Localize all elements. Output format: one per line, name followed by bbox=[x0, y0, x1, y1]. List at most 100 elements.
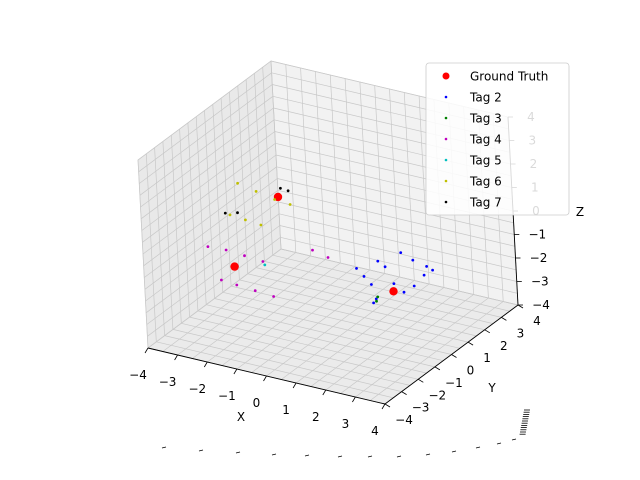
left-gridline bbox=[245, 79, 257, 268]
point-tag-5 bbox=[263, 263, 267, 267]
legend-marker-tag-3 bbox=[444, 116, 448, 120]
floor-gridline bbox=[369, 301, 504, 401]
x-tick bbox=[144, 347, 149, 354]
legend-label-ground-truth: Ground Truth bbox=[470, 70, 548, 84]
x-axis-label: X bbox=[237, 410, 245, 424]
point-tag-2 bbox=[362, 275, 366, 278]
chart-legend: Ground Truth Tag 2 Tag 3 Tag 4 Tag 5 Tag 6 Tag… bbox=[425, 62, 570, 216]
floor-gridline bbox=[355, 297, 489, 398]
stray-tick bbox=[496, 442, 502, 445]
floor-gridline bbox=[280, 248, 519, 306]
left-gridline bbox=[229, 91, 240, 280]
stray-tick bbox=[271, 453, 277, 456]
point-tag-4 bbox=[253, 289, 257, 293]
stray-tick-marks bbox=[161, 409, 530, 458]
x-tick-label: −1 bbox=[218, 389, 236, 403]
left-gridline bbox=[254, 73, 265, 262]
y-axis-label: Y bbox=[487, 381, 496, 395]
y-tick-label: 0 bbox=[467, 364, 475, 378]
point-tag-6 bbox=[236, 181, 240, 185]
left-gridline bbox=[139, 96, 274, 196]
point-tag-3 bbox=[375, 299, 378, 303]
point-ground-truth bbox=[389, 287, 398, 296]
point-tag-4 bbox=[224, 248, 228, 252]
x-tick-label: 4 bbox=[371, 424, 379, 438]
y-tick bbox=[451, 354, 457, 358]
y-tick bbox=[501, 317, 507, 321]
stray-tick bbox=[475, 446, 481, 449]
y-tick bbox=[384, 403, 391, 408]
z-tick-label: −1 bbox=[528, 228, 546, 242]
z-tick-label: −4 bbox=[532, 298, 550, 312]
x-tick bbox=[233, 368, 238, 375]
floor-gridline bbox=[214, 298, 452, 355]
legend-marker-tag-6 bbox=[444, 179, 448, 183]
x-tick-label: −3 bbox=[159, 375, 177, 389]
legend-marker-tag-7 bbox=[444, 200, 448, 204]
left-gridline bbox=[141, 131, 276, 231]
left-gridline bbox=[262, 67, 274, 256]
legend-marker-ground-truth bbox=[442, 72, 450, 80]
y-tick bbox=[517, 304, 524, 309]
left-gridline bbox=[270, 60, 282, 250]
point-tag-2 bbox=[431, 268, 434, 272]
left-gridline bbox=[220, 98, 232, 287]
x-tick bbox=[292, 382, 297, 389]
left-gridline bbox=[212, 104, 224, 293]
floor-gridline bbox=[325, 290, 460, 391]
point-tag-2 bbox=[425, 265, 428, 268]
y-tick-label: 1 bbox=[483, 351, 491, 365]
legend-label-tag-2: Tag 2 bbox=[469, 91, 502, 105]
left-gridline bbox=[138, 72, 272, 173]
point-tag-6 bbox=[244, 218, 247, 222]
back-gridline bbox=[403, 92, 415, 281]
point-tag-7 bbox=[279, 186, 282, 190]
x-tick bbox=[381, 403, 386, 410]
point-tag-6 bbox=[273, 198, 276, 201]
x-tick bbox=[263, 375, 267, 382]
left-gridline bbox=[142, 154, 277, 255]
floor-gridline bbox=[222, 291, 460, 349]
point-tag-4 bbox=[272, 295, 275, 298]
point-tag-4 bbox=[206, 245, 210, 249]
left-gridline bbox=[137, 60, 272, 161]
x-tick-label: 3 bbox=[342, 417, 350, 431]
floor-gridline bbox=[310, 287, 445, 387]
y-tick-label: 2 bbox=[500, 339, 508, 353]
point-tag-2 bbox=[383, 265, 387, 269]
point-tag-4 bbox=[243, 254, 246, 258]
stray-tick bbox=[161, 446, 167, 449]
legend-label-tag-6: Tag 6 bbox=[469, 175, 502, 189]
floor-gridline bbox=[231, 285, 469, 343]
point-tag-2 bbox=[372, 301, 375, 305]
point-tag-2 bbox=[411, 258, 415, 262]
point-tag-7 bbox=[223, 211, 227, 215]
point-tag-3 bbox=[376, 295, 380, 299]
left-gridline bbox=[139, 84, 273, 184]
point-tag-4 bbox=[235, 283, 239, 287]
point-tag-2 bbox=[399, 251, 403, 255]
y-tick-label: −3 bbox=[412, 401, 430, 415]
legend-marker-tag-2 bbox=[444, 95, 448, 99]
floor-gridline bbox=[281, 280, 415, 380]
stray-tick bbox=[367, 455, 373, 458]
legend-label-tag-4: Tag 4 bbox=[469, 133, 502, 147]
y-tick-label: −4 bbox=[395, 413, 413, 427]
point-tag-6 bbox=[228, 213, 232, 217]
point-tag-2 bbox=[355, 267, 358, 270]
stray-tick bbox=[337, 455, 343, 458]
left-gridline bbox=[237, 85, 249, 274]
point-tag-6 bbox=[259, 223, 263, 227]
y-tick bbox=[467, 341, 474, 346]
legend-label-tag-3: Tag 3 bbox=[469, 112, 502, 126]
legend-label-tag-7: Tag 7 bbox=[469, 196, 502, 210]
floor-gridline bbox=[256, 267, 494, 324]
point-tag-4 bbox=[326, 256, 330, 259]
point-tag-2 bbox=[402, 290, 406, 294]
point-tag-7 bbox=[236, 211, 239, 215]
point-tag-4 bbox=[311, 248, 314, 252]
floor-gridline bbox=[247, 273, 485, 331]
point-tag-2 bbox=[370, 283, 373, 286]
y-tick bbox=[434, 366, 441, 371]
x-tick-label: −2 bbox=[188, 382, 206, 396]
